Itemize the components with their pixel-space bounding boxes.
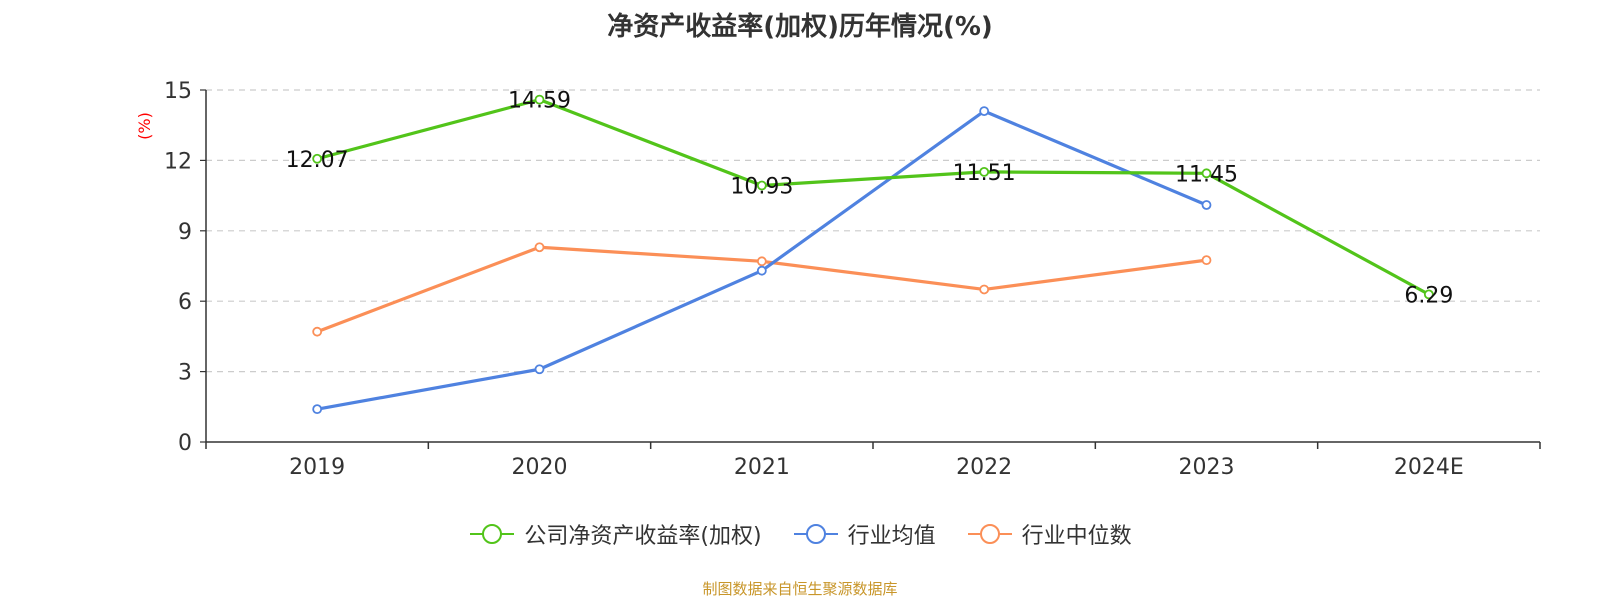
y-axis-label: (%) bbox=[135, 112, 154, 140]
data-point bbox=[534, 242, 545, 253]
data-point bbox=[312, 326, 323, 337]
legend-item-industry-median[interactable]: 行业中位数 bbox=[966, 518, 1132, 550]
x-tick-label: 2021 bbox=[734, 455, 790, 480]
data-point bbox=[756, 265, 767, 276]
data-point bbox=[756, 256, 767, 267]
legend-marker-icon bbox=[793, 524, 838, 544]
y-tick-label: 12 bbox=[164, 149, 192, 174]
data-label: 6.29 bbox=[1404, 283, 1453, 308]
data-label: 10.93 bbox=[730, 175, 793, 200]
source-note: 制图数据来自恒生聚源数据库 bbox=[702, 580, 898, 598]
x-tick-label: 2022 bbox=[956, 455, 1012, 480]
data-point bbox=[312, 404, 323, 415]
data-point bbox=[979, 284, 990, 295]
y-tick-label: 9 bbox=[178, 220, 192, 245]
y-tick-label: 6 bbox=[178, 290, 192, 315]
x-tick-label: 2023 bbox=[1179, 455, 1235, 480]
data-point bbox=[756, 180, 767, 191]
data-point bbox=[1201, 200, 1212, 210]
chart-title: 净资产收益率(加权)历年情况(%) bbox=[607, 12, 993, 42]
data-point bbox=[534, 94, 545, 105]
x-tick-label: 2020 bbox=[512, 455, 568, 480]
data-label: 11.45 bbox=[1175, 162, 1238, 187]
legend-marker-icon bbox=[470, 524, 515, 544]
data-label: 12.07 bbox=[286, 148, 349, 173]
data-point bbox=[312, 153, 323, 164]
data-point bbox=[534, 364, 545, 375]
data-point bbox=[1423, 289, 1434, 300]
y-tick-label: 0 bbox=[178, 431, 192, 456]
data-point bbox=[1201, 168, 1212, 179]
data-point bbox=[1201, 255, 1212, 266]
series-line bbox=[316, 98, 1430, 296]
legend-item-company-roe[interactable]: 公司净资产收益率(加权) bbox=[468, 518, 762, 550]
data-label: 11.51 bbox=[953, 161, 1016, 186]
legend-label: 公司净资产收益率(加权) bbox=[524, 524, 762, 549]
x-tick-label: 2024E bbox=[1394, 455, 1464, 480]
y-tick-label: 3 bbox=[178, 361, 192, 386]
legend-marker-icon bbox=[967, 524, 1012, 544]
legend-label: 行业均值 bbox=[847, 524, 936, 549]
data-point bbox=[979, 166, 990, 177]
data-point bbox=[979, 106, 990, 117]
y-tick-label: 15 bbox=[164, 79, 192, 104]
data-label: 14.59 bbox=[508, 89, 571, 114]
legend-label: 行业中位数 bbox=[1021, 524, 1132, 549]
legend-item-industry-mean[interactable]: 行业均值 bbox=[792, 518, 936, 550]
x-tick-label: 2019 bbox=[289, 455, 345, 480]
legend: 公司净资产收益率(加权) 行业均值 行业中位数 bbox=[0, 518, 1600, 550]
